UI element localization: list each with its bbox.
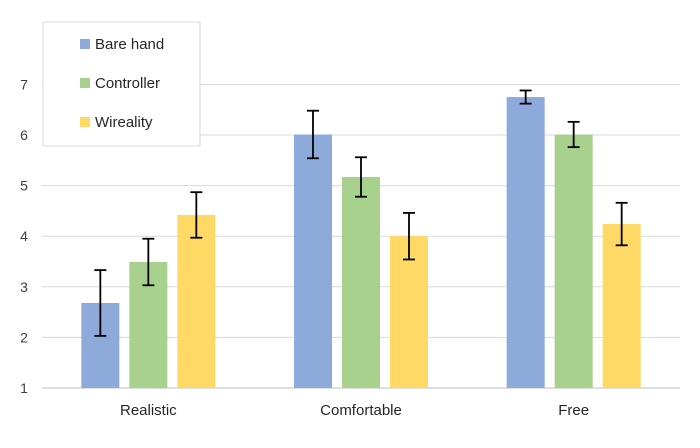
error-bar-wireality-realistic xyxy=(190,191,203,239)
error-bar-bare-hand-free xyxy=(519,89,532,105)
error-bar-bare-hand-realistic xyxy=(94,269,107,337)
y-tick-label-1: 1 xyxy=(20,380,28,396)
legend-label-bare-hand: Bare hand xyxy=(95,36,164,53)
error-bar-controller-free xyxy=(567,120,580,149)
bar-wireality-comfortable xyxy=(390,236,428,388)
bar-wireality-free xyxy=(602,224,641,388)
y-tick-label-5: 5 xyxy=(20,178,28,194)
legend-swatch-bare-hand xyxy=(80,39,90,49)
y-axis-tick-labels: 1 2 3 4 5 6 7 xyxy=(20,76,28,396)
error-bar-wireality-comfortable xyxy=(403,212,415,261)
legend-swatch-controller xyxy=(80,78,90,88)
legend: Bare hand Controller Wireality xyxy=(42,21,201,147)
x-axis-category-labels: Realistic Comfortable Free xyxy=(120,402,589,419)
legend-label-wireality: Wireality xyxy=(95,114,153,131)
error-bar-wireality-free xyxy=(615,201,628,247)
x-category-label-realistic: Realistic xyxy=(120,402,177,419)
error-bars xyxy=(94,89,628,337)
x-category-label-free: Free xyxy=(558,402,589,419)
legend-box xyxy=(42,21,201,147)
bar-controller-comfortable xyxy=(342,176,380,388)
bar-controller-free xyxy=(554,134,593,388)
legend-label-controller: Controller xyxy=(95,75,160,92)
error-bar-bare-hand-comfortable xyxy=(307,109,319,160)
y-tick-label-4: 4 xyxy=(20,228,28,244)
bar-bare-hand-free xyxy=(506,97,545,389)
legend-swatch-wireality xyxy=(80,117,90,127)
error-bar-controller-comfortable xyxy=(355,156,367,198)
bar-bare-hand-comfortable xyxy=(294,134,332,388)
bar-wireality-realistic xyxy=(177,214,216,388)
error-bar-controller-realistic xyxy=(142,237,155,287)
y-tick-label-7: 7 xyxy=(20,76,28,92)
x-category-label-comfortable: Comfortable xyxy=(320,402,402,419)
y-tick-label-6: 6 xyxy=(20,127,28,143)
y-tick-label-2: 2 xyxy=(20,329,28,345)
y-tick-label-3: 3 xyxy=(20,279,28,295)
